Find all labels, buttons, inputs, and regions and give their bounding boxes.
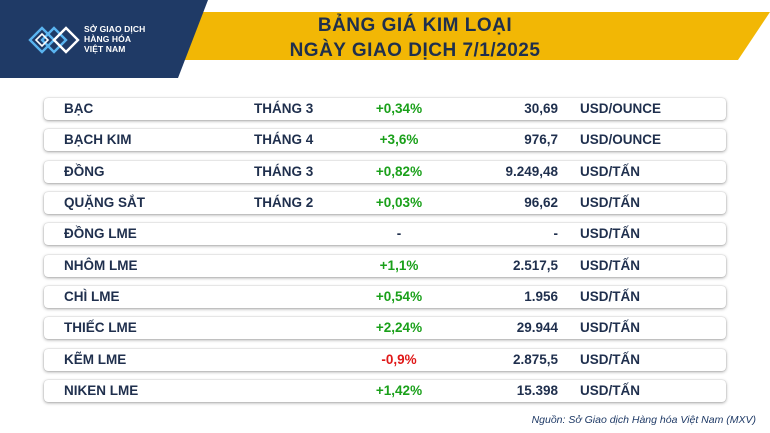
price-change: +0,82% (375, 163, 423, 179)
contract-month: THÁNG 4 (254, 132, 314, 148)
price-unit: USD/TẤN (580, 383, 640, 399)
logo-text: SỞ GIAO DỊCH HÀNG HÓA VIỆT NAM (84, 24, 145, 54)
price-unit: USD/OUNCE (580, 101, 662, 116)
page-subtitle-date: NGÀY GIAO DỊCH 7/1/2025 (289, 40, 541, 61)
contract-month: THÁNG 3 (254, 101, 314, 116)
table-row: QUẶNG SẮT THÁNG 2 +0,03% 96,62 USD/TẤN (44, 192, 726, 215)
table-row: KẼM LME -0,9% 2.875,5 USD/TẤN (44, 348, 726, 371)
table-row: CHÌ LME +0,54% 1.956 USD/TẤN (44, 286, 726, 309)
price-change: -0,9% (381, 351, 417, 367)
header-banner: SỞ GIAO DỊCH HÀNG HÓA VIỆT NAM BẢNG GIÁ … (0, 0, 770, 78)
price-change: +0,54% (375, 289, 423, 305)
price-value: 29.944 (516, 320, 558, 336)
table-row: ĐỒNG LME - - USD/TẤN (44, 223, 726, 246)
contract-month: THÁNG 2 (254, 195, 314, 211)
logo-line-1: SỞ GIAO DỊCH (84, 24, 146, 34)
price-change: +0,34% (375, 101, 423, 116)
commodity-name: KẼM LME (64, 351, 127, 367)
commodity-name: NIKEN LME (64, 383, 139, 399)
mxv-logo-icon (28, 26, 80, 54)
logo-line-2: HÀNG HÓA (84, 34, 132, 44)
price-value: 30,69 (524, 101, 558, 116)
commodity-name: NHÔM LME (64, 257, 138, 273)
price-value: 9.249,48 (505, 163, 558, 179)
price-change: +2,24% (375, 320, 423, 336)
price-change: +0,03% (375, 195, 423, 211)
header-background (0, 0, 770, 78)
price-unit: USD/TẤN (580, 163, 640, 179)
commodity-name: CHÌ LME (64, 289, 120, 305)
contract-month: THÁNG 3 (254, 163, 314, 179)
source-note: Nguồn: Sở Giao dịch Hàng hóa Việt Nam (M… (531, 414, 756, 426)
table-row: ĐỒNG THÁNG 3 +0,82% 9.249,48 USD/TẤN (44, 160, 726, 183)
price-value: 15.398 (516, 383, 558, 399)
commodity-name: ĐỒNG (64, 163, 105, 179)
commodity-name: ĐỒNG LME (64, 226, 137, 242)
price-change: +1,42% (375, 383, 423, 399)
price-unit: USD/TẤN (580, 226, 640, 242)
price-value: 2.517,5 (512, 257, 558, 273)
price-unit: USD/TẤN (580, 351, 640, 367)
price-change: +3,6% (379, 132, 419, 148)
table-row: NIKEN LME +1,42% 15.398 USD/TẤN (44, 380, 726, 403)
price-unit: USD/OUNCE (580, 132, 662, 148)
price-unit: USD/TẤN (580, 195, 640, 211)
table-row: BẠC THÁNG 3 +0,34% 30,69 USD/OUNCE (44, 98, 726, 120)
price-unit: USD/TẤN (580, 257, 640, 273)
page-title: BẢNG GIÁ KIM LOẠI (317, 15, 513, 36)
commodity-name: QUẶNG SẮT (64, 195, 145, 211)
price-value: 976,7 (524, 132, 558, 148)
table-row: BẠCH KIM THÁNG 4 +3,6% 976,7 USD/OUNCE (44, 129, 726, 152)
price-change: - (396, 226, 402, 242)
price-change: +1,1% (379, 257, 419, 273)
commodity-name: BẠC (64, 101, 94, 116)
price-unit: USD/TẤN (580, 320, 640, 336)
commodity-name: THIẾC LME (64, 320, 137, 336)
table-row: NHÔM LME +1,1% 2.517,5 USD/TẤN (44, 254, 726, 277)
commodity-name: BẠCH KIM (64, 132, 132, 148)
price-table: BẠC THÁNG 3 +0,34% 30,69 USD/OUNCE BẠCH KIM TH… (44, 98, 726, 411)
price-value: - (553, 226, 559, 242)
table-row: THIẾC LME +2,24% 29.944 USD/TẤN (44, 317, 726, 340)
price-value: 96,62 (524, 195, 558, 211)
price-unit: USD/TẤN (580, 289, 640, 305)
logo-line-3: VIỆT NAM (84, 44, 126, 54)
price-value: 2.875,5 (512, 351, 558, 367)
price-value: 1.956 (524, 289, 558, 305)
